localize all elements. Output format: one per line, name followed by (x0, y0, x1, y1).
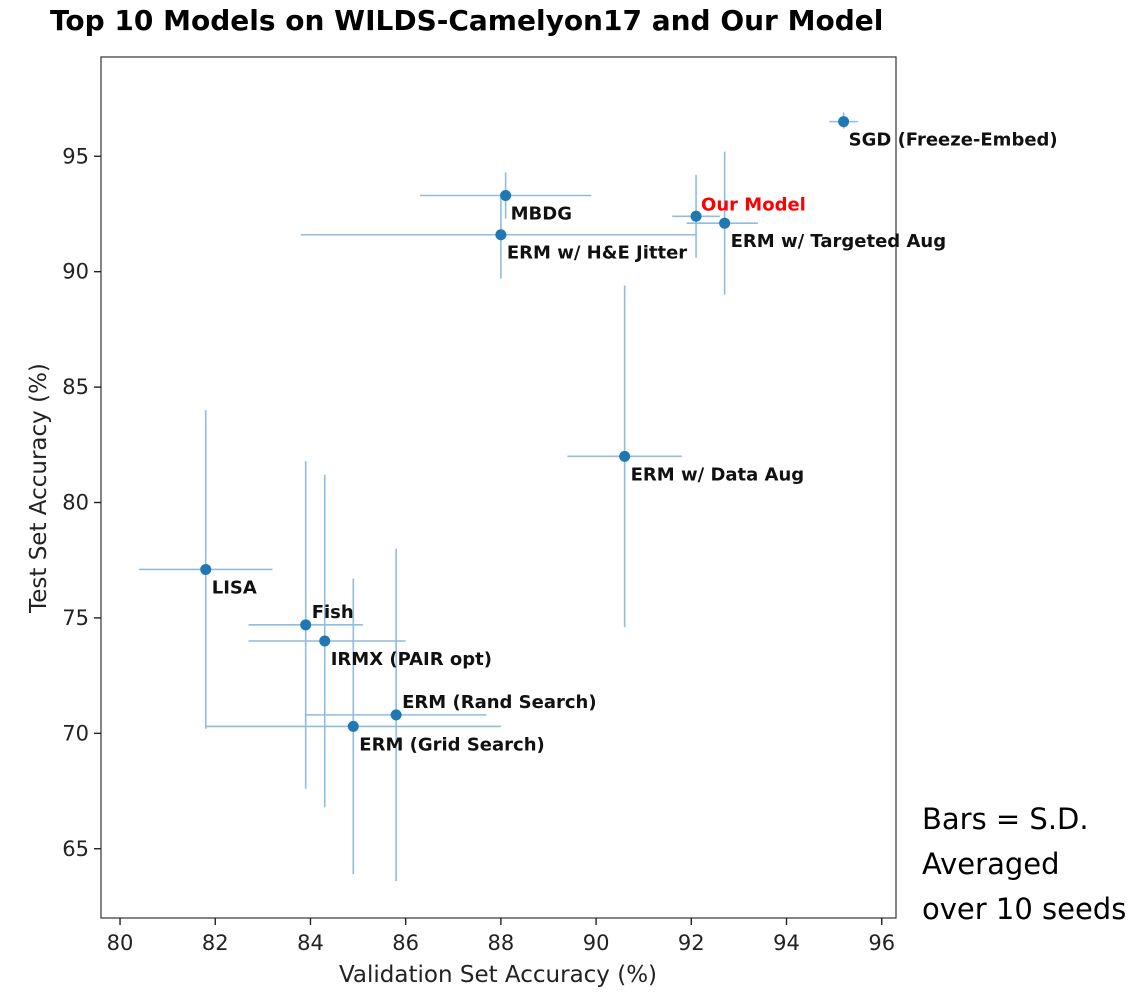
chart-title: Top 10 Models on WILDS-Camelyon17 and Ou… (50, 4, 884, 37)
y-axis-label: Test Set Accuracy (%) (26, 363, 52, 614)
point-label: IRMX (PAIR opt) (331, 649, 492, 670)
point-label: ERM w/ Data Aug (631, 464, 805, 485)
data-point (719, 217, 731, 229)
x-tick-label: 90 (583, 931, 610, 955)
y-tick-label: 75 (62, 606, 89, 630)
data-point (690, 210, 702, 222)
data-point (319, 635, 331, 647)
point-label: ERM w/ Targeted Aug (731, 231, 946, 252)
data-point (390, 709, 402, 721)
y-tick-label: 70 (62, 721, 89, 745)
note-line: Averaged (922, 847, 1060, 881)
x-axis-label: Validation Set Accuracy (%) (339, 962, 657, 988)
x-tick-label: 96 (868, 931, 895, 955)
point-label: Fish (312, 602, 354, 623)
y-tick-label: 65 (62, 837, 89, 861)
data-point (495, 229, 507, 241)
data-point (200, 563, 212, 575)
y-tick-label: 85 (62, 375, 89, 399)
data-point (838, 116, 850, 128)
data-point (347, 720, 359, 732)
y-tick-label: 90 (62, 260, 89, 284)
x-tick-label: 82 (202, 931, 229, 955)
point-label: ERM (Rand Search) (402, 692, 596, 713)
y-tick-label: 80 (62, 491, 89, 515)
point-label: LISA (212, 577, 257, 598)
x-tick-label: 92 (678, 931, 705, 955)
x-tick-label: 80 (107, 931, 134, 955)
data-point (300, 619, 312, 631)
point-label: ERM w/ H&E Jitter (507, 243, 687, 264)
error-bar-note: Bars = S.D. Averaged over 10 seeds (922, 797, 1126, 932)
note-line: over 10 seeds (922, 892, 1127, 926)
point-label: SGD (Freeze-Embed) (849, 130, 1058, 151)
point-label: Our Model (701, 194, 806, 215)
y-tick-label: 95 (62, 144, 89, 168)
data-point (500, 189, 512, 201)
plot-frame (100, 56, 897, 919)
x-tick-label: 88 (488, 931, 515, 955)
data-point (619, 450, 631, 462)
note-line: Bars = S.D. (922, 802, 1089, 836)
point-label: MBDG (511, 203, 572, 224)
x-tick-label: 86 (392, 931, 419, 955)
x-tick-label: 84 (297, 931, 324, 955)
x-tick-label: 94 (773, 931, 800, 955)
point-label: ERM (Grid Search) (359, 734, 544, 755)
